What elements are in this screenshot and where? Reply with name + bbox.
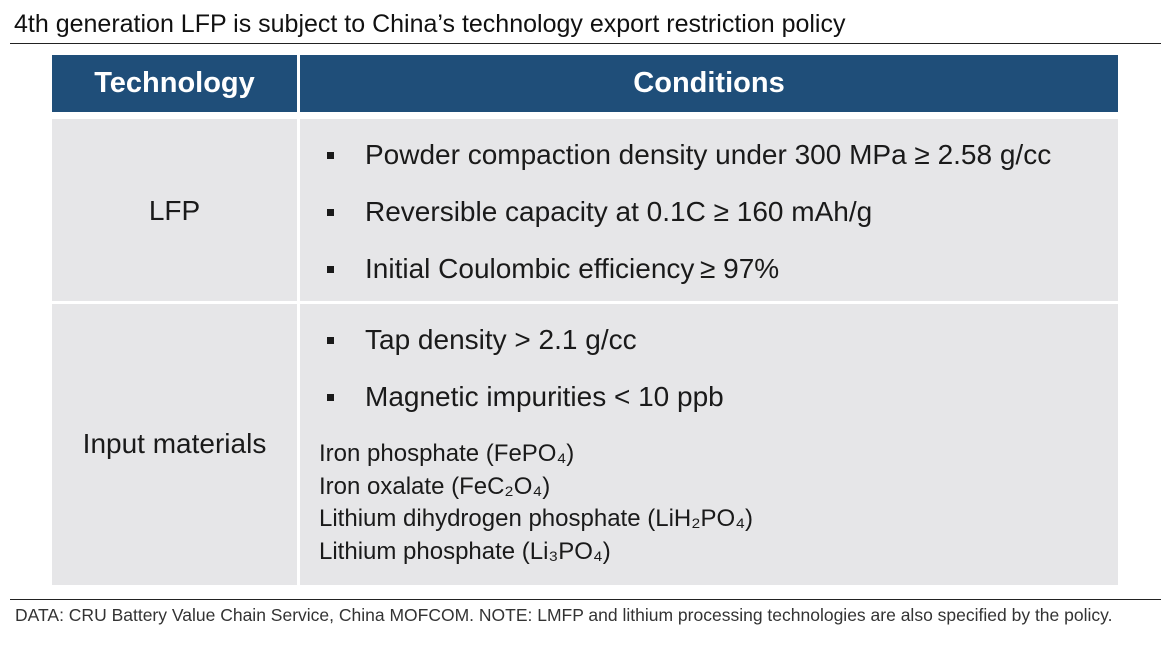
bullet-square-icon bbox=[327, 265, 334, 273]
condition-text: Initial Coulombic efficiency ≥ 97% bbox=[365, 253, 780, 284]
condition-text: Magnetic impurities < 10 ppb bbox=[365, 381, 724, 412]
bullet-square-icon bbox=[327, 151, 334, 159]
title-divider bbox=[10, 43, 1161, 44]
page-title: 4th generation LFP is subject to China’s… bbox=[14, 10, 846, 38]
material-item: Iron phosphate (FePO₄) bbox=[319, 440, 575, 467]
condition-item: Reversible capacity at 0.1C ≥ 160 mAh/g bbox=[327, 196, 872, 228]
condition-text: Powder compaction density under 300 MPa … bbox=[365, 139, 1052, 170]
technology-label: Input materials bbox=[82, 428, 267, 459]
bullet-square-icon bbox=[327, 208, 334, 216]
condition-text: Tap density > 2.1 g/cc bbox=[365, 324, 637, 355]
technology-cell-input-materials: Input materials bbox=[52, 304, 297, 585]
footnote: DATA: CRU Battery Value Chain Service, C… bbox=[15, 605, 1113, 625]
technology-label: LFP bbox=[148, 195, 201, 226]
header-technology: Technology bbox=[52, 55, 297, 112]
footnote-divider bbox=[10, 599, 1161, 600]
material-item: Lithium dihydrogen phosphate (LiH₂PO₄) bbox=[319, 505, 754, 532]
condition-item: Magnetic impurities < 10 ppb bbox=[327, 381, 724, 413]
material-item: Iron oxalate (FeC₂O₄) bbox=[319, 472, 551, 500]
restriction-table: Technology Conditions LFP Powder compact… bbox=[52, 55, 1118, 585]
condition-text: Reversible capacity at 0.1C ≥ 160 mAh/g bbox=[365, 196, 873, 227]
conditions-cell-lfp: Powder compaction density under 300 MPa … bbox=[300, 119, 1118, 301]
condition-item: Initial Coulombic efficiency ≥ 97% bbox=[327, 253, 779, 285]
header-conditions: Conditions bbox=[300, 55, 1118, 112]
condition-item: Powder compaction density under 300 MPa … bbox=[327, 139, 1051, 171]
conditions-cell-input-materials: Tap density > 2.1 g/cc Magnetic impuriti… bbox=[300, 304, 1118, 585]
technology-cell-lfp: LFP bbox=[52, 119, 297, 301]
material-item: Lithium phosphate (Li₃PO₄) bbox=[319, 537, 611, 565]
materials-list: Iron phosphate (FePO₄) Iron oxalate (FeC… bbox=[319, 438, 753, 568]
bullet-square-icon bbox=[327, 393, 334, 401]
condition-item: Tap density > 2.1 g/cc bbox=[327, 324, 637, 356]
bullet-square-icon bbox=[327, 336, 334, 344]
